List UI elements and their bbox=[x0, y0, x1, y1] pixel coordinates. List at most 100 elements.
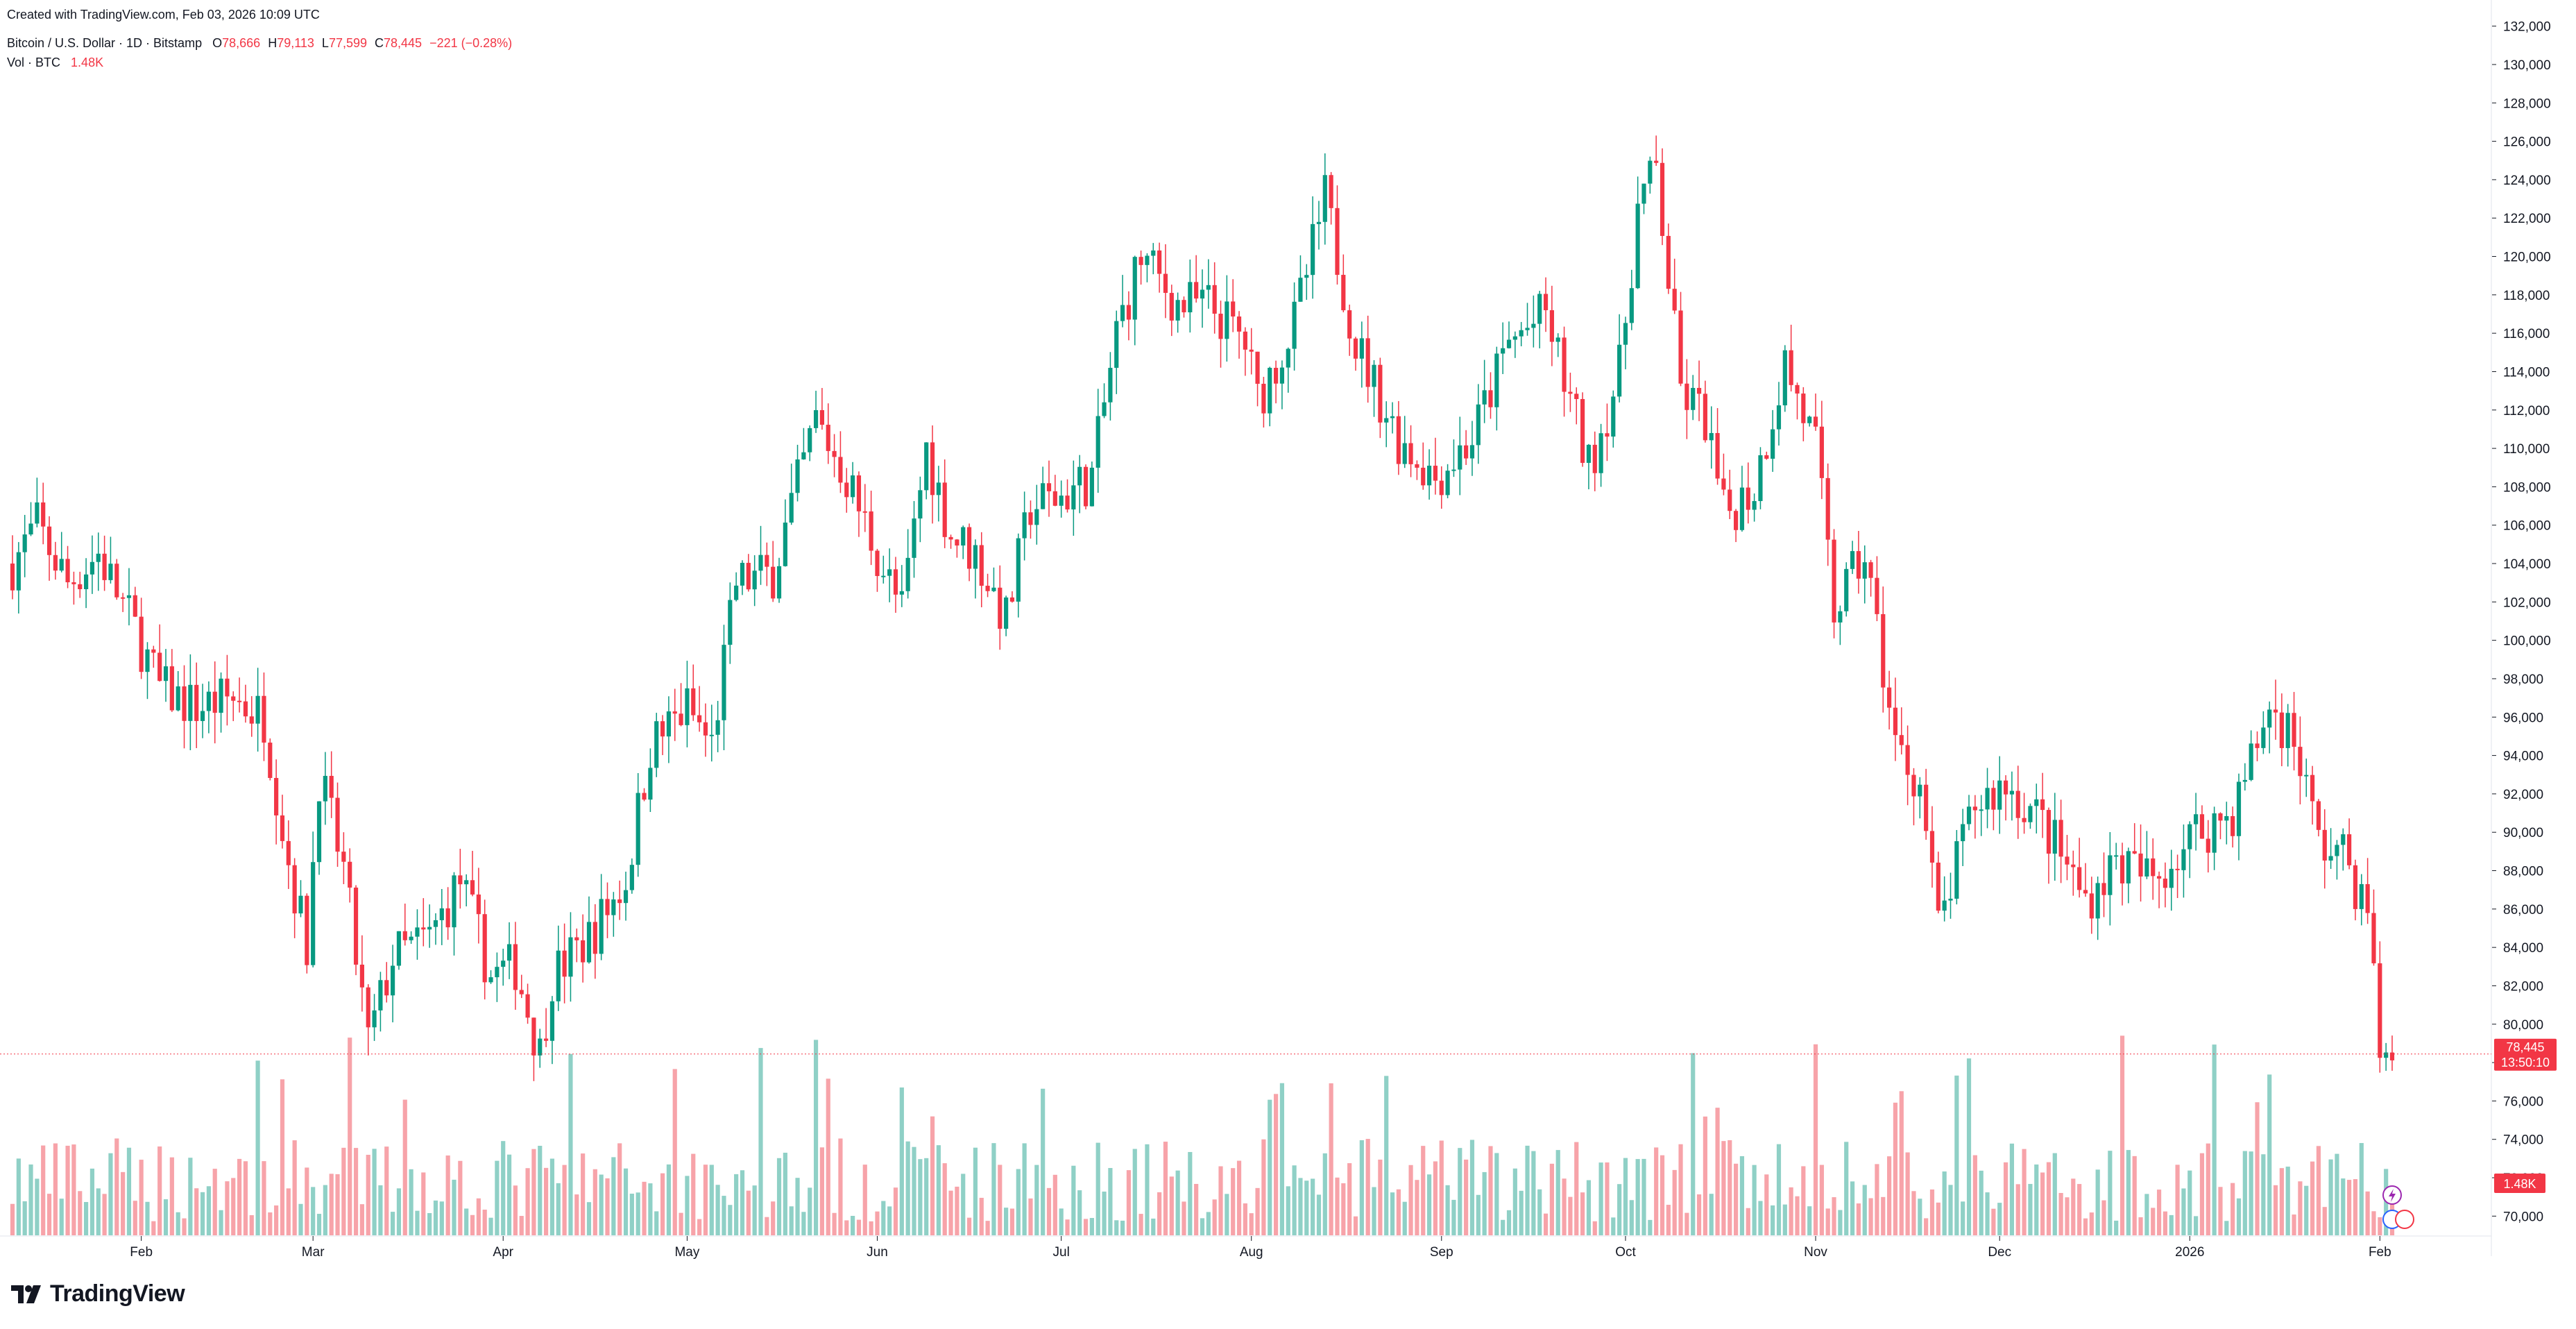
volume-bar bbox=[1598, 1162, 1603, 1235]
volume-bar bbox=[1218, 1166, 1223, 1235]
volume-bar bbox=[592, 1169, 597, 1235]
candle-body bbox=[1469, 445, 1475, 459]
volume-bar bbox=[1654, 1147, 1659, 1235]
candle-body bbox=[2114, 855, 2119, 857]
candle-body bbox=[1592, 444, 1597, 473]
candle-body bbox=[1347, 310, 1352, 339]
volume-bar bbox=[758, 1048, 763, 1235]
volume-bar bbox=[41, 1145, 46, 1235]
candle-body bbox=[1261, 384, 1266, 414]
volume-bar bbox=[452, 1179, 457, 1235]
price-tick-label: 130,000 bbox=[2503, 58, 2551, 73]
candle-body bbox=[1813, 416, 1818, 427]
volume-bar bbox=[599, 1174, 604, 1235]
volume-bar bbox=[1353, 1216, 1358, 1235]
candle-body bbox=[421, 927, 426, 930]
close-value: 78,445 bbox=[384, 36, 423, 50]
candle-body bbox=[2292, 713, 2296, 747]
candle-body bbox=[2156, 876, 2162, 879]
volume-bar bbox=[574, 1194, 579, 1235]
candle-body bbox=[359, 964, 364, 988]
candle-body bbox=[1862, 562, 1867, 579]
candle-body bbox=[740, 563, 745, 586]
volume-bar bbox=[715, 1185, 720, 1235]
volume-bar bbox=[2273, 1185, 2278, 1235]
volume-bar bbox=[384, 1146, 389, 1235]
candle-body bbox=[2249, 743, 2253, 780]
volume-bar bbox=[771, 1201, 776, 1235]
volume-bar bbox=[1746, 1208, 1750, 1235]
volume-legend[interactable]: Vol · BTC 1.48K bbox=[7, 56, 103, 70]
volume-bar bbox=[1580, 1192, 1585, 1235]
volume-bar bbox=[1672, 1169, 1677, 1235]
volume-bar bbox=[2101, 1200, 2106, 1235]
volume-bar bbox=[2040, 1172, 2045, 1235]
volume-bar bbox=[1188, 1151, 1193, 1235]
volume-bar bbox=[243, 1161, 248, 1235]
candle-body bbox=[998, 587, 1003, 629]
volume-bar bbox=[2292, 1214, 2296, 1235]
candle-body bbox=[409, 936, 413, 940]
lightning-bolt bbox=[2389, 1189, 2396, 1202]
volume-bar bbox=[1728, 1140, 1732, 1235]
volume-bar bbox=[1666, 1205, 1671, 1235]
candle-body bbox=[1739, 487, 1745, 530]
candle-body bbox=[1918, 784, 1922, 797]
high-label: H bbox=[268, 36, 278, 50]
volume-bar bbox=[1341, 1183, 1346, 1235]
time-axis[interactable]: Feb Mar Apr May Jun Jul Aug Sep Oct Nov Dec 2026 Feb bbox=[0, 1235, 2491, 1260]
volume-bar bbox=[2255, 1102, 2260, 1235]
candle-body bbox=[629, 865, 634, 890]
symbol-legend[interactable]: Bitcoin / U.S. Dollar · 1D · Bitstamp O7… bbox=[7, 36, 512, 51]
candle-body bbox=[1899, 735, 1904, 745]
candle-body bbox=[1684, 383, 1689, 410]
candle-body bbox=[549, 1001, 555, 1041]
candle-body bbox=[182, 686, 187, 721]
candle-body bbox=[2003, 780, 2008, 795]
candle-body bbox=[1666, 235, 1671, 289]
tradingview-logo[interactable]: TradingView bbox=[11, 1280, 185, 1307]
volume-bar bbox=[323, 1185, 327, 1235]
volume-bar bbox=[1813, 1044, 1818, 1235]
volume-bar bbox=[89, 1168, 95, 1235]
volume-bar bbox=[1549, 1163, 1554, 1235]
candle-body bbox=[1231, 301, 1236, 317]
volume-bar bbox=[2119, 1035, 2125, 1235]
candle-body bbox=[1200, 289, 1205, 299]
candle-body bbox=[2310, 774, 2315, 802]
candle-body bbox=[1703, 393, 1707, 441]
volume-bar bbox=[2236, 1198, 2242, 1235]
candle-body bbox=[151, 649, 156, 653]
candle-body bbox=[734, 585, 739, 600]
candle-body bbox=[2384, 1052, 2389, 1058]
candle-body bbox=[1311, 223, 1315, 276]
price-tick-label: 76,000 bbox=[2503, 1094, 2543, 1109]
volume-bar bbox=[851, 1215, 855, 1235]
volume-bar bbox=[1071, 1165, 1076, 1235]
candle-body bbox=[1089, 467, 1094, 507]
candle-body bbox=[1255, 351, 1260, 384]
price-tick-label: 102,000 bbox=[2503, 595, 2551, 610]
candle-body bbox=[1138, 257, 1143, 265]
volume-bar bbox=[998, 1165, 1003, 1235]
candle-body bbox=[2108, 855, 2113, 895]
candle-body bbox=[1236, 316, 1242, 332]
candle-body bbox=[605, 899, 610, 915]
volume-bar bbox=[1268, 1099, 1272, 1235]
candle-body bbox=[2169, 868, 2174, 888]
candle-body bbox=[1979, 809, 1984, 811]
volume-bar bbox=[642, 1181, 647, 1235]
candle-body bbox=[2261, 727, 2266, 748]
volume-bar bbox=[2089, 1212, 2094, 1235]
volume-bar bbox=[991, 1143, 996, 1235]
volume-bar bbox=[506, 1154, 512, 1235]
candle-body bbox=[813, 409, 819, 428]
volume-bar bbox=[114, 1138, 119, 1235]
candle-body bbox=[1439, 480, 1444, 496]
volume-bar bbox=[1819, 1165, 1824, 1235]
volume-bar bbox=[1905, 1152, 1910, 1235]
price-tick-label: 94,000 bbox=[2503, 750, 2543, 764]
candle-body bbox=[1758, 455, 1763, 501]
